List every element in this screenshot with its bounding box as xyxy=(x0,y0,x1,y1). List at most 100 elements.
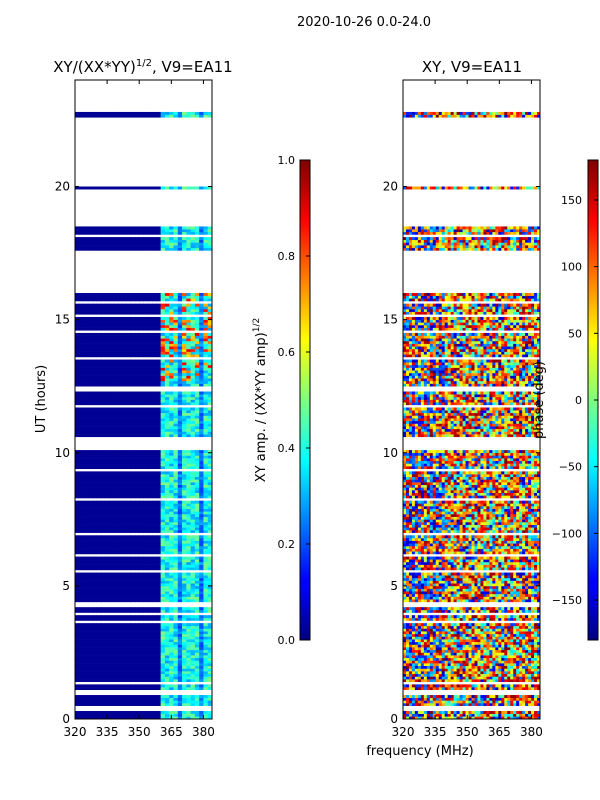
heatmap-cell xyxy=(156,378,162,382)
heatmap-cell xyxy=(190,426,196,430)
heatmap-cell xyxy=(173,412,179,416)
heatmap-cell xyxy=(186,335,191,339)
heatmap-cell xyxy=(109,625,114,629)
heatmap-cell xyxy=(109,615,114,619)
heatmap-cell xyxy=(104,508,110,512)
heatmap-cell xyxy=(83,327,89,331)
heatmap-cell xyxy=(186,506,191,509)
heatmap-cell xyxy=(122,663,127,667)
heatmap-cell xyxy=(164,348,170,352)
heatmap-cell xyxy=(122,434,127,438)
heatmap-cell xyxy=(96,593,102,597)
heatmap-cell xyxy=(143,354,149,358)
heatmap-cell xyxy=(96,631,102,635)
heatmap-cell xyxy=(75,295,80,299)
heatmap-cell xyxy=(164,295,170,299)
heatmap-cell xyxy=(489,711,493,714)
heatmap-cell xyxy=(173,476,179,480)
heatmap-cell xyxy=(207,548,213,552)
heatmap-cell xyxy=(122,671,127,675)
heatmap-cell xyxy=(203,482,209,485)
heatmap-cell xyxy=(194,633,200,637)
heatmap-cell xyxy=(173,434,179,438)
heatmap-cell xyxy=(79,348,84,352)
heatmap-cell xyxy=(113,559,119,563)
heatmap-cell xyxy=(186,340,191,344)
heatmap-cell xyxy=(75,673,80,677)
heatmap-cell xyxy=(160,303,166,307)
heatmap-cell xyxy=(100,607,106,611)
heatmap-cell xyxy=(194,399,200,403)
heatmap-cell xyxy=(83,295,89,299)
heatmap-cell xyxy=(203,327,209,331)
heatmap-cell xyxy=(182,713,187,717)
heatmap-cell xyxy=(134,364,140,368)
heatmap-cell xyxy=(75,346,80,350)
heatmap-cell xyxy=(104,559,110,563)
heatmap-cell xyxy=(203,348,209,352)
heatmap-cell xyxy=(130,298,136,302)
heatmap-cell xyxy=(109,460,114,464)
heatmap-cell xyxy=(186,703,191,706)
heatmap-cell xyxy=(177,623,183,627)
heatmap-cell xyxy=(75,559,80,563)
heatmap-cell xyxy=(152,697,157,701)
heatmap-cell xyxy=(79,521,84,525)
heatmap-cell xyxy=(459,713,463,717)
heatmap-cell xyxy=(75,407,80,411)
heatmap-cell xyxy=(87,407,93,411)
heatmap-cell xyxy=(156,455,162,459)
heatmap-cell xyxy=(126,644,132,648)
heatmap-cell xyxy=(199,308,204,312)
heatmap-cell xyxy=(87,711,93,714)
heatmap-cell xyxy=(87,617,93,621)
heatmap-cell xyxy=(143,556,149,560)
heatmap-cell xyxy=(96,663,102,667)
heatmap-cell xyxy=(156,623,162,627)
heatmap-cell xyxy=(117,639,123,643)
heatmap-cell xyxy=(190,428,196,432)
heatmap-cell xyxy=(495,700,499,704)
heatmap-cell xyxy=(177,697,183,701)
heatmap-cell xyxy=(100,599,106,603)
heatmap-cell xyxy=(100,519,106,523)
heatmap-cell xyxy=(139,239,144,243)
heatmap-cell xyxy=(92,519,97,523)
heatmap-cell xyxy=(143,237,149,241)
heatmap-cell xyxy=(79,428,84,432)
heatmap-cell xyxy=(87,324,93,328)
heatmap-cell xyxy=(164,636,170,640)
heatmap-cell xyxy=(130,676,136,680)
heatmap-cell xyxy=(134,671,140,675)
heatmap-cell xyxy=(134,351,140,355)
heatmap-cell xyxy=(207,663,213,667)
heatmap-cell xyxy=(194,607,200,611)
heatmap-cell xyxy=(126,487,132,491)
heatmap-cell xyxy=(182,322,187,326)
heatmap-cell xyxy=(186,687,191,691)
heatmap-cell xyxy=(182,463,187,467)
heatmap-cell xyxy=(156,516,162,520)
heatmap-cell xyxy=(474,713,478,717)
heatmap-cell xyxy=(147,503,153,507)
heatmap-cell xyxy=(104,540,110,544)
heatmap-cell xyxy=(122,564,127,568)
heatmap-cell xyxy=(83,564,89,568)
heatmap-cell xyxy=(156,567,162,571)
heatmap-cell xyxy=(468,697,472,701)
heatmap-cell xyxy=(403,703,407,706)
heatmap-cell xyxy=(143,383,149,387)
heatmap-cell xyxy=(156,463,162,467)
heatmap-cell xyxy=(164,239,170,243)
heatmap-cell xyxy=(190,226,196,230)
heatmap-cell xyxy=(156,327,162,331)
heatmap-cell xyxy=(139,375,144,379)
heatmap-cell xyxy=(134,636,140,640)
heatmap-cell xyxy=(190,452,196,456)
heatmap-cell xyxy=(152,633,157,637)
heatmap-cell xyxy=(156,332,162,336)
heatmap-cell xyxy=(113,242,119,246)
heatmap-cell xyxy=(152,298,157,302)
heatmap-cell xyxy=(109,423,114,427)
